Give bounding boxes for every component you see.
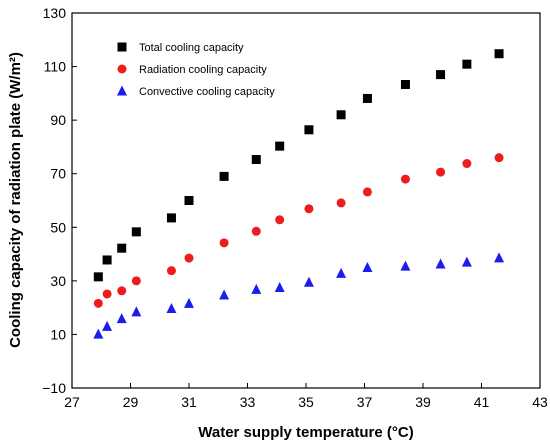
series-2 — [93, 153, 504, 308]
data-points — [93, 49, 505, 339]
data-point — [102, 255, 112, 265]
legend-entry: Convective cooling capacity — [139, 86, 275, 98]
x-tick-label: 27 — [64, 394, 80, 410]
data-point — [436, 70, 446, 80]
data-point — [117, 286, 127, 296]
data-point — [304, 125, 314, 135]
x-tick-label: 37 — [357, 394, 373, 410]
y-axis-label: Cooling capacity of radiation plate (W/m… — [7, 52, 24, 348]
data-point — [362, 93, 372, 103]
data-point — [275, 141, 285, 151]
legend-marker — [117, 85, 127, 96]
data-point — [131, 227, 141, 237]
x-tick-label: 41 — [474, 394, 490, 410]
data-point — [131, 306, 142, 317]
data-point — [494, 252, 505, 263]
data-point — [336, 198, 346, 208]
data-point — [494, 49, 504, 59]
data-point — [251, 155, 261, 165]
data-point — [116, 313, 127, 324]
y-tick-label: 130 — [43, 5, 67, 21]
legend-marker — [117, 42, 127, 52]
x-tick-label: 31 — [181, 394, 197, 410]
data-point — [462, 159, 472, 169]
y-axis: −10 10 30 50 70 90 110 130 — [42, 5, 77, 396]
data-point — [184, 196, 194, 205]
data-point — [131, 276, 141, 286]
data-point — [436, 167, 446, 177]
data-point — [93, 272, 103, 282]
data-point — [461, 256, 472, 267]
x-tick-label: 35 — [298, 394, 314, 410]
legend-marker — [117, 64, 127, 74]
data-point — [166, 266, 176, 276]
x-tick-label: 39 — [415, 394, 431, 410]
data-point — [251, 283, 262, 294]
data-point — [462, 59, 472, 69]
data-point — [166, 302, 177, 313]
y-tick-label: 110 — [44, 59, 67, 75]
y-tick-label: 10 — [50, 326, 66, 342]
y-tick-label: 70 — [50, 166, 66, 182]
data-point — [251, 226, 261, 236]
data-point — [336, 110, 346, 120]
data-point — [275, 215, 285, 225]
x-tick-label: 29 — [123, 394, 139, 410]
x-axis-label: Water supply temperature (°C) — [198, 424, 413, 441]
x-axis: 27 29 31 33 35 37 39 41 43 — [64, 383, 548, 410]
data-point — [117, 243, 127, 253]
data-point — [362, 261, 373, 272]
data-point — [400, 260, 411, 271]
data-point — [435, 258, 446, 269]
y-tick-label: −10 — [42, 380, 66, 396]
data-point — [184, 297, 194, 308]
data-point — [219, 238, 229, 248]
y-tick-label: 50 — [50, 219, 66, 235]
x-tick-label: 33 — [240, 394, 256, 410]
y-tick-label: 30 — [50, 273, 66, 289]
series-3 — [93, 252, 505, 339]
data-point — [166, 213, 176, 223]
data-point — [184, 253, 194, 263]
data-point — [400, 174, 410, 184]
data-point — [362, 187, 372, 197]
y-tick-label: 90 — [50, 112, 66, 128]
data-point — [102, 320, 113, 331]
data-point — [93, 328, 104, 339]
data-point — [304, 204, 314, 214]
data-point — [219, 289, 230, 300]
legend: Total cooling capacity Radiation cooling … — [117, 42, 275, 98]
data-point — [303, 276, 314, 287]
data-point — [494, 153, 504, 163]
legend-entry: Total cooling capacity — [139, 42, 244, 54]
x-tick-label: 43 — [532, 394, 548, 410]
data-point — [400, 80, 410, 90]
data-point — [102, 289, 112, 299]
data-point — [274, 282, 285, 293]
legend-entry: Radiation cooling capacity — [139, 64, 267, 76]
data-point — [336, 267, 347, 278]
data-point — [219, 171, 229, 181]
series-1 — [93, 49, 504, 282]
data-point — [93, 298, 103, 308]
